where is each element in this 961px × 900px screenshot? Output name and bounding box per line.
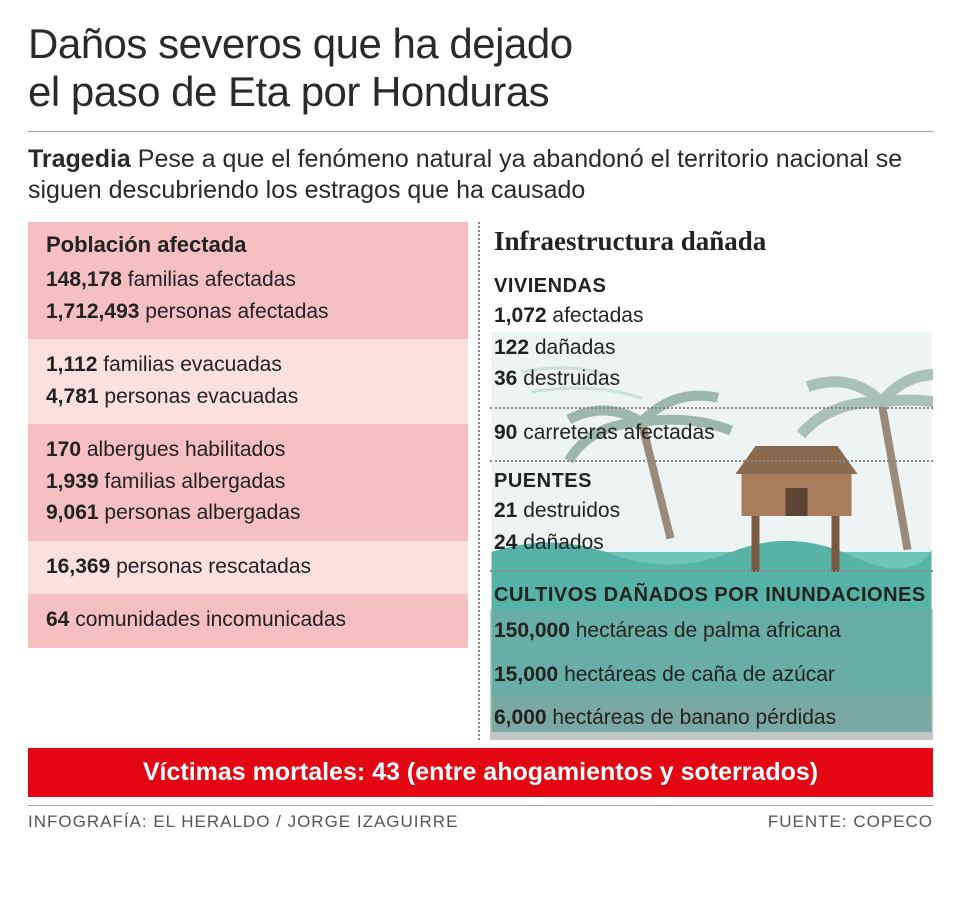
cultivos-1-label: hectáreas de caña de azúcar <box>558 663 835 686</box>
title-line1: Daños severos que ha dejado <box>28 20 573 67</box>
pop-0-0-num: 148,178 <box>46 268 122 291</box>
puentes-1-label: dañados <box>517 531 603 554</box>
carreteras-block: 90 carreteras afectadas <box>490 413 933 457</box>
victimas-num: 43 <box>372 758 400 786</box>
cultivos-0-num: 150,000 <box>494 619 570 642</box>
cultivos-title: CULTIVOS DAÑADOS POR INUNDACIONES <box>490 576 933 607</box>
pop-2-2-label: personas albergadas <box>99 501 301 524</box>
viviendas-title: VIVIENDAS <box>494 275 933 298</box>
footer: INFOGRAFÍA: EL HERALDO / JORGE IZAGUIRRE… <box>28 805 933 832</box>
carreteras-label: carreteras afectadas <box>517 421 714 444</box>
pop-2-0-line: 170 albergues habilitados <box>46 434 450 466</box>
cultivos-2-num: 6,000 <box>494 706 547 729</box>
pop-1-1-label: personas evacuadas <box>99 385 299 408</box>
pop-0-1-label: personas afectadas <box>139 300 328 323</box>
columns: Población afectada 148,178 familias afect… <box>28 222 933 740</box>
poblacion-heading: Población afectada <box>46 232 450 258</box>
cultivos-1-line: 15,000 hectáreas de caña de azúcar <box>494 659 929 691</box>
pop-1-1-num: 4,781 <box>46 385 99 408</box>
subtitle: Tragedia Pese a que el fenómeno natural … <box>28 144 933 207</box>
pop-2-0-num: 170 <box>46 438 81 461</box>
column-separator <box>468 222 490 740</box>
viviendas-block: VIVIENDAS 1,072 afectadas122 dañadas36 d… <box>490 271 933 403</box>
puentes-1-line: 24 dañados <box>494 527 933 559</box>
viviendas-1-num: 122 <box>494 336 529 359</box>
viviendas-2-line: 36 destruidas <box>494 363 933 395</box>
column-left: Población afectada 148,178 familias afect… <box>28 222 468 740</box>
pop-block-1: 1,112 familias evacuadas4,781 personas e… <box>28 339 468 424</box>
victimas-banner: Víctimas mortales: 43 (entre ahogamiento… <box>28 748 933 797</box>
column-right: Infraestructura dañada VIVIENDAS 1,072 a… <box>490 222 933 740</box>
cultivos-row-0: 150,000 hectáreas de palma africana <box>490 609 933 653</box>
subtitle-lead: Tragedia <box>28 145 131 173</box>
cultivos-2-label: hectáreas de banano pérdidas <box>547 706 837 729</box>
title-line2: el paso de Eta por Honduras <box>28 68 549 115</box>
top-divider <box>28 131 933 132</box>
cultivos-row-2: 6,000 hectáreas de banano pérdidas <box>490 696 933 740</box>
viviendas-0-label: afectadas <box>547 304 644 327</box>
puentes-block: PUENTES 21 destruidos24 dañados <box>490 466 933 566</box>
dotted-sep <box>490 570 933 572</box>
pop-0-1-line: 1,712,493 personas afectadas <box>46 296 450 328</box>
pop-3-0-num: 16,369 <box>46 555 110 578</box>
puentes-0-line: 21 destruidos <box>494 495 933 527</box>
pop-4-0-line: 64 comunidades incomunicadas <box>46 604 450 636</box>
cultivos-1-num: 15,000 <box>494 663 558 686</box>
cultivos-row-1: 15,000 hectáreas de caña de azúcar <box>490 653 933 697</box>
victimas-paren: (entre ahogamientos y soterrados) <box>400 758 818 786</box>
pop-2-2-num: 9,061 <box>46 501 99 524</box>
puentes-0-num: 21 <box>494 499 517 522</box>
pop-2-2-line: 9,061 personas albergadas <box>46 497 450 529</box>
pop-2-1-line: 1,939 familias albergadas <box>46 466 450 498</box>
puentes-0-label: destruidos <box>517 499 620 522</box>
viviendas-0-num: 1,072 <box>494 304 547 327</box>
subtitle-rest: Pese a que el fenómeno natural ya abando… <box>28 145 902 204</box>
vertical-dots <box>478 222 480 740</box>
main-title: Daños severos que ha dejado el paso de E… <box>28 20 933 117</box>
pop-4-0-num: 64 <box>46 608 69 631</box>
cultivos-0-line: 150,000 hectáreas de palma africana <box>494 615 929 647</box>
viviendas-2-label: destruidas <box>517 367 620 390</box>
pop-1-0-label: familias evacuadas <box>97 353 281 376</box>
dotted-sep <box>490 407 933 409</box>
viviendas-1-line: 122 dañadas <box>494 332 933 364</box>
pop-1-0-line: 1,112 familias evacuadas <box>46 349 450 381</box>
viviendas-2-num: 36 <box>494 367 517 390</box>
cultivos-0-label: hectáreas de palma africana <box>570 619 841 642</box>
pop-block-2: 170 albergues habilitados1,939 familias … <box>28 424 468 541</box>
pop-2-1-label: familias albergadas <box>99 470 286 493</box>
puentes-title: PUENTES <box>494 470 933 493</box>
pop-2-0-label: albergues habilitados <box>81 438 285 461</box>
carreteras-num: 90 <box>494 421 517 444</box>
puentes-1-num: 24 <box>494 531 517 554</box>
footer-source: FUENTE: COPECO <box>768 812 933 832</box>
pop-2-1-num: 1,939 <box>46 470 99 493</box>
right-content: Infraestructura dañada VIVIENDAS 1,072 a… <box>490 226 933 740</box>
pop-block-4: 64 comunidades incomunicadas <box>28 594 468 648</box>
viviendas-0-line: 1,072 afectadas <box>494 300 933 332</box>
infra-heading: Infraestructura dañada <box>494 226 933 257</box>
viviendas-1-label: dañadas <box>529 336 615 359</box>
pop-1-0-num: 1,112 <box>46 353 97 376</box>
pop-0-0-line: 148,178 familias afectadas <box>46 264 450 296</box>
cultivos-block: CULTIVOS DAÑADOS POR INUNDACIONES 150,00… <box>490 576 933 740</box>
pop-0-1-num: 1,712,493 <box>46 300 139 323</box>
pop-3-0-line: 16,369 personas rescatadas <box>46 551 450 583</box>
dotted-sep <box>490 460 933 462</box>
pop-block-3: 16,369 personas rescatadas <box>28 541 468 595</box>
pop-block-0: Población afectada 148,178 familias afect… <box>28 222 468 339</box>
cultivos-2-line: 6,000 hectáreas de banano pérdidas <box>494 702 929 734</box>
pop-3-0-label: personas rescatadas <box>110 555 311 578</box>
pop-1-1-line: 4,781 personas evacuadas <box>46 381 450 413</box>
carreteras-line: 90 carreteras afectadas <box>494 417 933 449</box>
footer-credit: INFOGRAFÍA: EL HERALDO / JORGE IZAGUIRRE <box>28 812 458 832</box>
victimas-label: Víctimas mortales: <box>143 758 372 786</box>
pop-4-0-label: comunidades incomunicadas <box>69 608 346 631</box>
pop-0-0-label: familias afectadas <box>122 268 296 291</box>
infographic-container: Daños severos que ha dejado el paso de E… <box>0 0 961 842</box>
